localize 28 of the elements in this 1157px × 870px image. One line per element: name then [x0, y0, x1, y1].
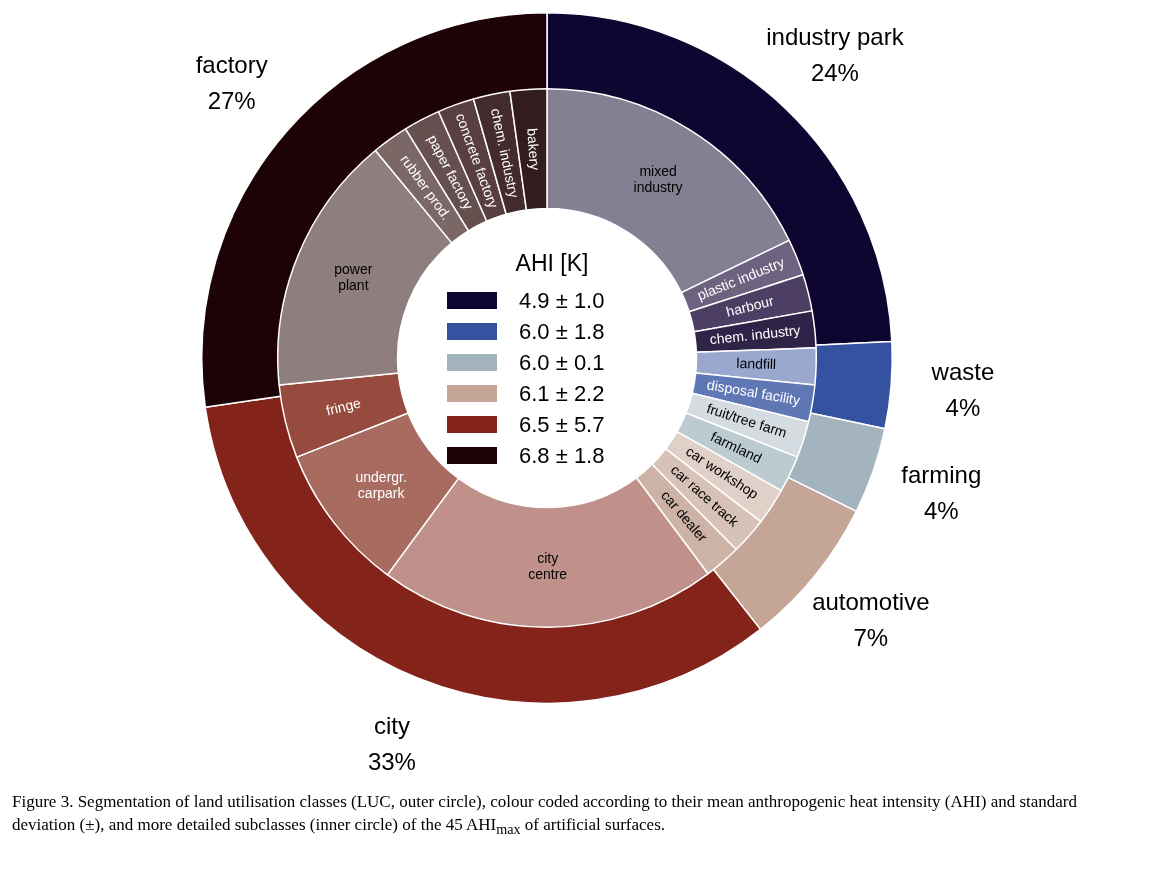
- slice-label: undergr. carpark: [355, 468, 407, 501]
- data-label: 4%: [923, 497, 959, 525]
- data-label: 24%: [810, 58, 859, 86]
- caption: Figure 3. Segmentation of land utilisation classes (LUC, outer circle), colour coded according to their mean anthropogenic heat intensity (AHI) and standard deviation (±), and more detailed subclasses (inner circle) of the 45 AHI$_{max}$ of artificial surfaces.: [12, 791, 1078, 840]
- legend-title: AHI [K]: [514, 250, 590, 277]
- data-label: 4%: [945, 393, 981, 421]
- slice-label: mixed industry: [633, 163, 683, 196]
- text: 4.9 ± 1.0: [519, 287, 605, 314]
- slice-label: chem. industry: [708, 321, 802, 348]
- slice-label: city: [373, 711, 410, 739]
- text: 6.1 ± 2.2: [519, 380, 605, 407]
- slice-label: farming: [901, 461, 982, 489]
- slice-label: city centre: [528, 550, 568, 583]
- slice-label: power plant: [334, 261, 373, 294]
- slice-label: waste: [930, 357, 995, 385]
- text: 6.8 ± 1.8: [519, 442, 605, 469]
- slice-label: fringe: [324, 394, 363, 419]
- data-label: 27%: [207, 87, 256, 115]
- text: 6.0 ± 0.1: [519, 349, 605, 376]
- slice-label: landfill: [736, 354, 777, 373]
- slice-label: bakery: [524, 127, 544, 171]
- data-label: 7%: [853, 623, 889, 651]
- data-label: 33%: [367, 747, 416, 775]
- text: 6.0 ± 1.8: [519, 318, 605, 345]
- slice-label: factory: [195, 51, 268, 79]
- slice-label: industry park: [766, 22, 905, 50]
- text: 6.5 ± 5.7: [519, 411, 605, 438]
- slice-label: automotive: [812, 587, 930, 615]
